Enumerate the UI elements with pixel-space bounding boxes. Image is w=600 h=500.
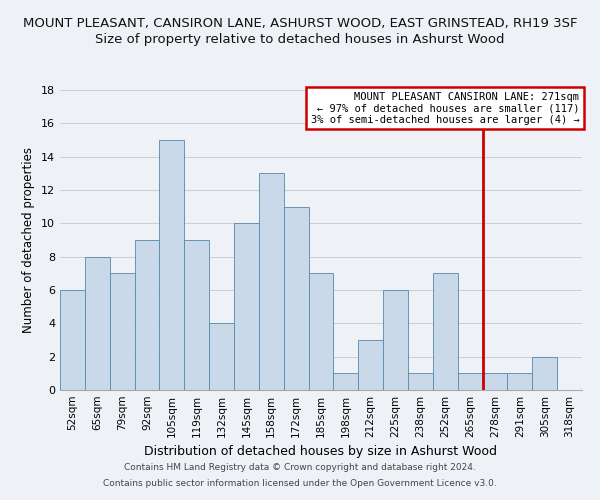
Bar [184,240,209,390]
X-axis label: Distribution of detached houses by size in Ashurst Wood: Distribution of detached houses by size … [145,446,497,458]
Y-axis label: Number of detached properties: Number of detached properties [22,147,35,333]
Bar [209,324,234,390]
Text: Size of property relative to detached houses in Ashurst Wood: Size of property relative to detached ho… [95,32,505,46]
Bar [433,274,458,390]
Text: MOUNT PLEASANT, CANSIRON LANE, ASHURST WOOD, EAST GRINSTEAD, RH19 3SF: MOUNT PLEASANT, CANSIRON LANE, ASHURST W… [23,18,577,30]
Bar [110,274,134,390]
Bar [60,290,85,390]
Bar [234,224,259,390]
Bar [532,356,557,390]
Bar [284,206,308,390]
Bar [408,374,433,390]
Text: Contains public sector information licensed under the Open Government Licence v3: Contains public sector information licen… [103,478,497,488]
Bar [334,374,358,390]
Bar [482,374,508,390]
Bar [259,174,284,390]
Bar [508,374,532,390]
Bar [134,240,160,390]
Bar [308,274,334,390]
Bar [85,256,110,390]
Text: Contains HM Land Registry data © Crown copyright and database right 2024.: Contains HM Land Registry data © Crown c… [124,464,476,472]
Bar [458,374,482,390]
Bar [358,340,383,390]
Bar [160,140,184,390]
Text: MOUNT PLEASANT CANSIRON LANE: 271sqm
← 97% of detached houses are smaller (117)
: MOUNT PLEASANT CANSIRON LANE: 271sqm ← 9… [311,92,580,124]
Bar [383,290,408,390]
